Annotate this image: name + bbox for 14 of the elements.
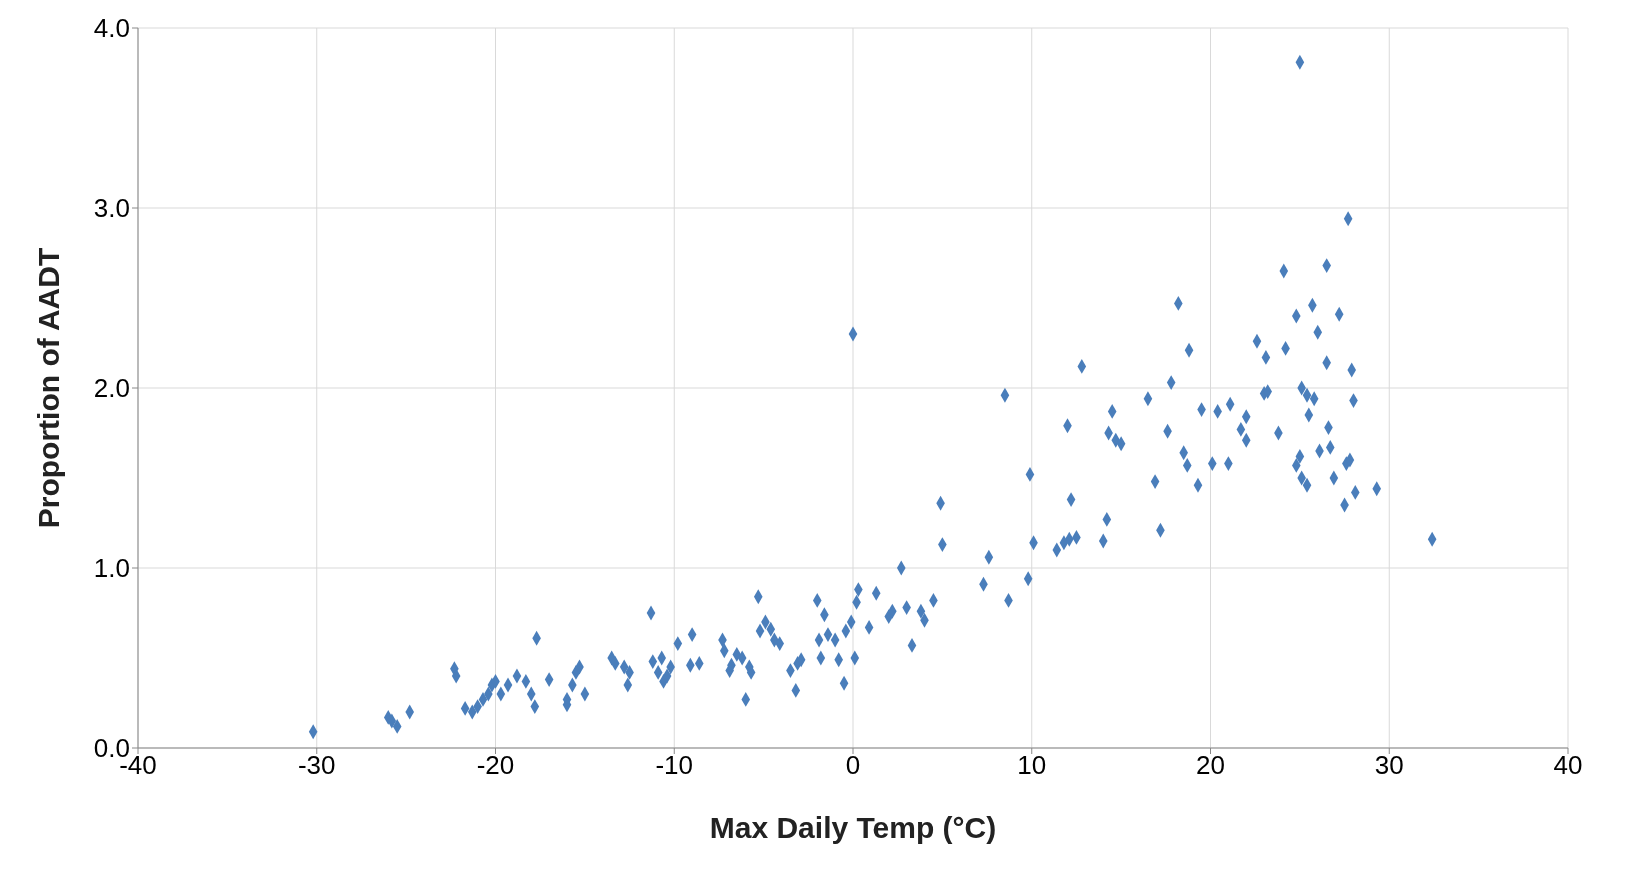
x-tick-label: -20 [476, 750, 515, 781]
y-tick-label: 4.0 [93, 13, 130, 44]
y-tick-label: 3.0 [93, 193, 130, 224]
x-tick-label: 40 [1553, 750, 1583, 781]
x-tick-label: -10 [655, 750, 694, 781]
x-tick-label: 0 [845, 750, 861, 781]
y-axis-title: Proportion of AADT [31, 247, 65, 529]
x-tick-label: -30 [297, 750, 336, 781]
x-tick-label: 10 [1017, 750, 1047, 781]
x-tick-label: 20 [1196, 750, 1225, 781]
x-tick-label: 30 [1374, 750, 1404, 781]
x-axis-title: Max Daily Temp (°C) [709, 811, 997, 844]
y-tick-label: 2.0 [93, 373, 130, 404]
y-tick-label: 1.0 [93, 553, 130, 584]
